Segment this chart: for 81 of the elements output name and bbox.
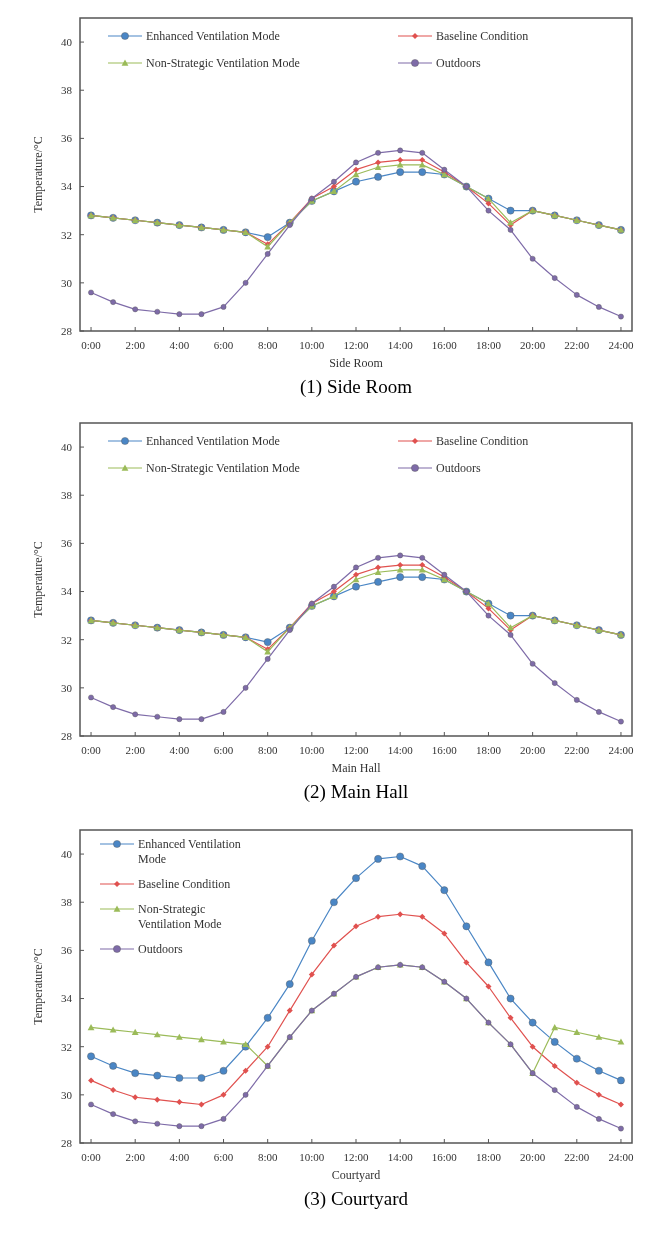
x-tick-label: 10:00 <box>299 1151 325 1163</box>
x-tick-label: 8:00 <box>257 744 278 756</box>
x-tick-label: 12:00 <box>343 744 370 756</box>
y-tick-label: 32 <box>61 228 72 241</box>
y-tick-label: 28 <box>61 1136 73 1149</box>
x-tick-label: 0:00 <box>81 339 102 351</box>
y-axis-title: Temperature/°C <box>31 541 45 618</box>
legend-label: Enhanced Ventilation Mode <box>138 837 241 867</box>
text: (2) Main Hall <box>303 781 409 803</box>
x-tick-label: 22:00 <box>564 744 590 756</box>
y-tick-label: 38 <box>61 84 73 97</box>
x-tick-label: 18:00 <box>475 1151 502 1163</box>
legend-label: Baseline Condition <box>436 29 529 44</box>
y-tick-label: 38 <box>61 896 73 909</box>
y-tick-label: 30 <box>61 276 73 289</box>
y-tick-label: 40 <box>61 35 73 48</box>
x-tick-label: 2:00 <box>125 1151 146 1163</box>
x-tick-label: 2:00 <box>125 744 146 756</box>
x-tick-label: 18:00 <box>475 744 502 756</box>
x-tick-label: 14:00 <box>387 1151 414 1163</box>
x-tick-label: 0:00 <box>81 1151 102 1163</box>
x-tick-label: 22:00 <box>564 339 590 351</box>
y-axis-title: Temperature/°C <box>31 948 45 1025</box>
y-axis-title: Temperature/°C <box>31 136 45 213</box>
x-tick-label: 0:00 <box>81 744 102 756</box>
x-tick-label: 14:00 <box>387 744 414 756</box>
x-axis-title: Side Room <box>329 356 384 370</box>
x-tick-label: 18:00 <box>475 339 502 351</box>
x-tick-label: 24:00 <box>608 339 634 351</box>
x-tick-label: 6:00 <box>213 339 234 351</box>
y-tick-label: 30 <box>61 681 73 694</box>
legend-label: Baseline Condition <box>436 434 529 449</box>
y-tick-label: 34 <box>61 992 73 1005</box>
x-axis-title: Courtyard <box>331 1168 381 1182</box>
x-tick-label: 2:00 <box>125 339 146 351</box>
x-tick-label: 22:00 <box>564 1151 590 1163</box>
text: (1) Side Room <box>300 376 413 398</box>
x-tick-label: 16:00 <box>431 1151 458 1163</box>
x-tick-label: 20:00 <box>520 744 546 756</box>
legend-label: Outdoors <box>436 461 481 476</box>
legend-label: Outdoors <box>138 942 183 957</box>
x-tick-label: 4:00 <box>169 339 190 351</box>
legend-label: Enhanced Ventilation Mode <box>146 29 280 44</box>
y-tick-label: 36 <box>61 944 73 957</box>
legend-label: Non-Strategic Ventilation Mode <box>146 461 300 476</box>
y-tick-label: 30 <box>61 1088 73 1101</box>
y-tick-label: 32 <box>61 633 72 646</box>
x-tick-label: 24:00 <box>608 744 634 756</box>
x-tick-label: 4:00 <box>169 1151 190 1163</box>
y-tick-label: 34 <box>61 585 73 598</box>
text: (3) Courtyard <box>304 1188 409 1210</box>
y-tick-label: 38 <box>61 489 73 502</box>
y-tick-label: 36 <box>61 537 73 550</box>
y-tick-label: 32 <box>61 1040 72 1053</box>
legend-label: Non-Strategic Ventilation Mode <box>138 902 222 932</box>
x-axis-title: Main Hall <box>331 761 382 775</box>
y-tick-label: 34 <box>61 180 73 193</box>
x-tick-label: 20:00 <box>520 339 546 351</box>
legend-label: Baseline Condition <box>138 877 231 892</box>
x-tick-label: 8:00 <box>257 1151 278 1163</box>
x-tick-label: 8:00 <box>257 339 278 351</box>
y-tick-label: 40 <box>61 847 73 860</box>
legend-label: Non-Strategic Ventilation Mode <box>146 56 300 71</box>
legend-label: Outdoors <box>436 56 481 71</box>
y-tick-label: 40 <box>61 440 73 453</box>
x-tick-label: 12:00 <box>343 1151 370 1163</box>
y-tick-label: 36 <box>61 132 73 145</box>
legend-label: Enhanced Ventilation Mode <box>146 434 280 449</box>
x-tick-label: 20:00 <box>520 1151 546 1163</box>
x-tick-label: 24:00 <box>608 1151 634 1163</box>
x-tick-label: 12:00 <box>343 339 370 351</box>
x-tick-label: 16:00 <box>431 744 458 756</box>
y-tick-label: 28 <box>61 324 73 337</box>
x-tick-label: 14:00 <box>387 339 414 351</box>
x-tick-label: 6:00 <box>213 744 234 756</box>
x-tick-label: 16:00 <box>431 339 458 351</box>
x-tick-label: 4:00 <box>169 744 190 756</box>
x-tick-label: 10:00 <box>299 744 325 756</box>
y-tick-label: 28 <box>61 729 73 742</box>
x-tick-label: 10:00 <box>299 339 325 351</box>
x-tick-label: 6:00 <box>213 1151 234 1163</box>
